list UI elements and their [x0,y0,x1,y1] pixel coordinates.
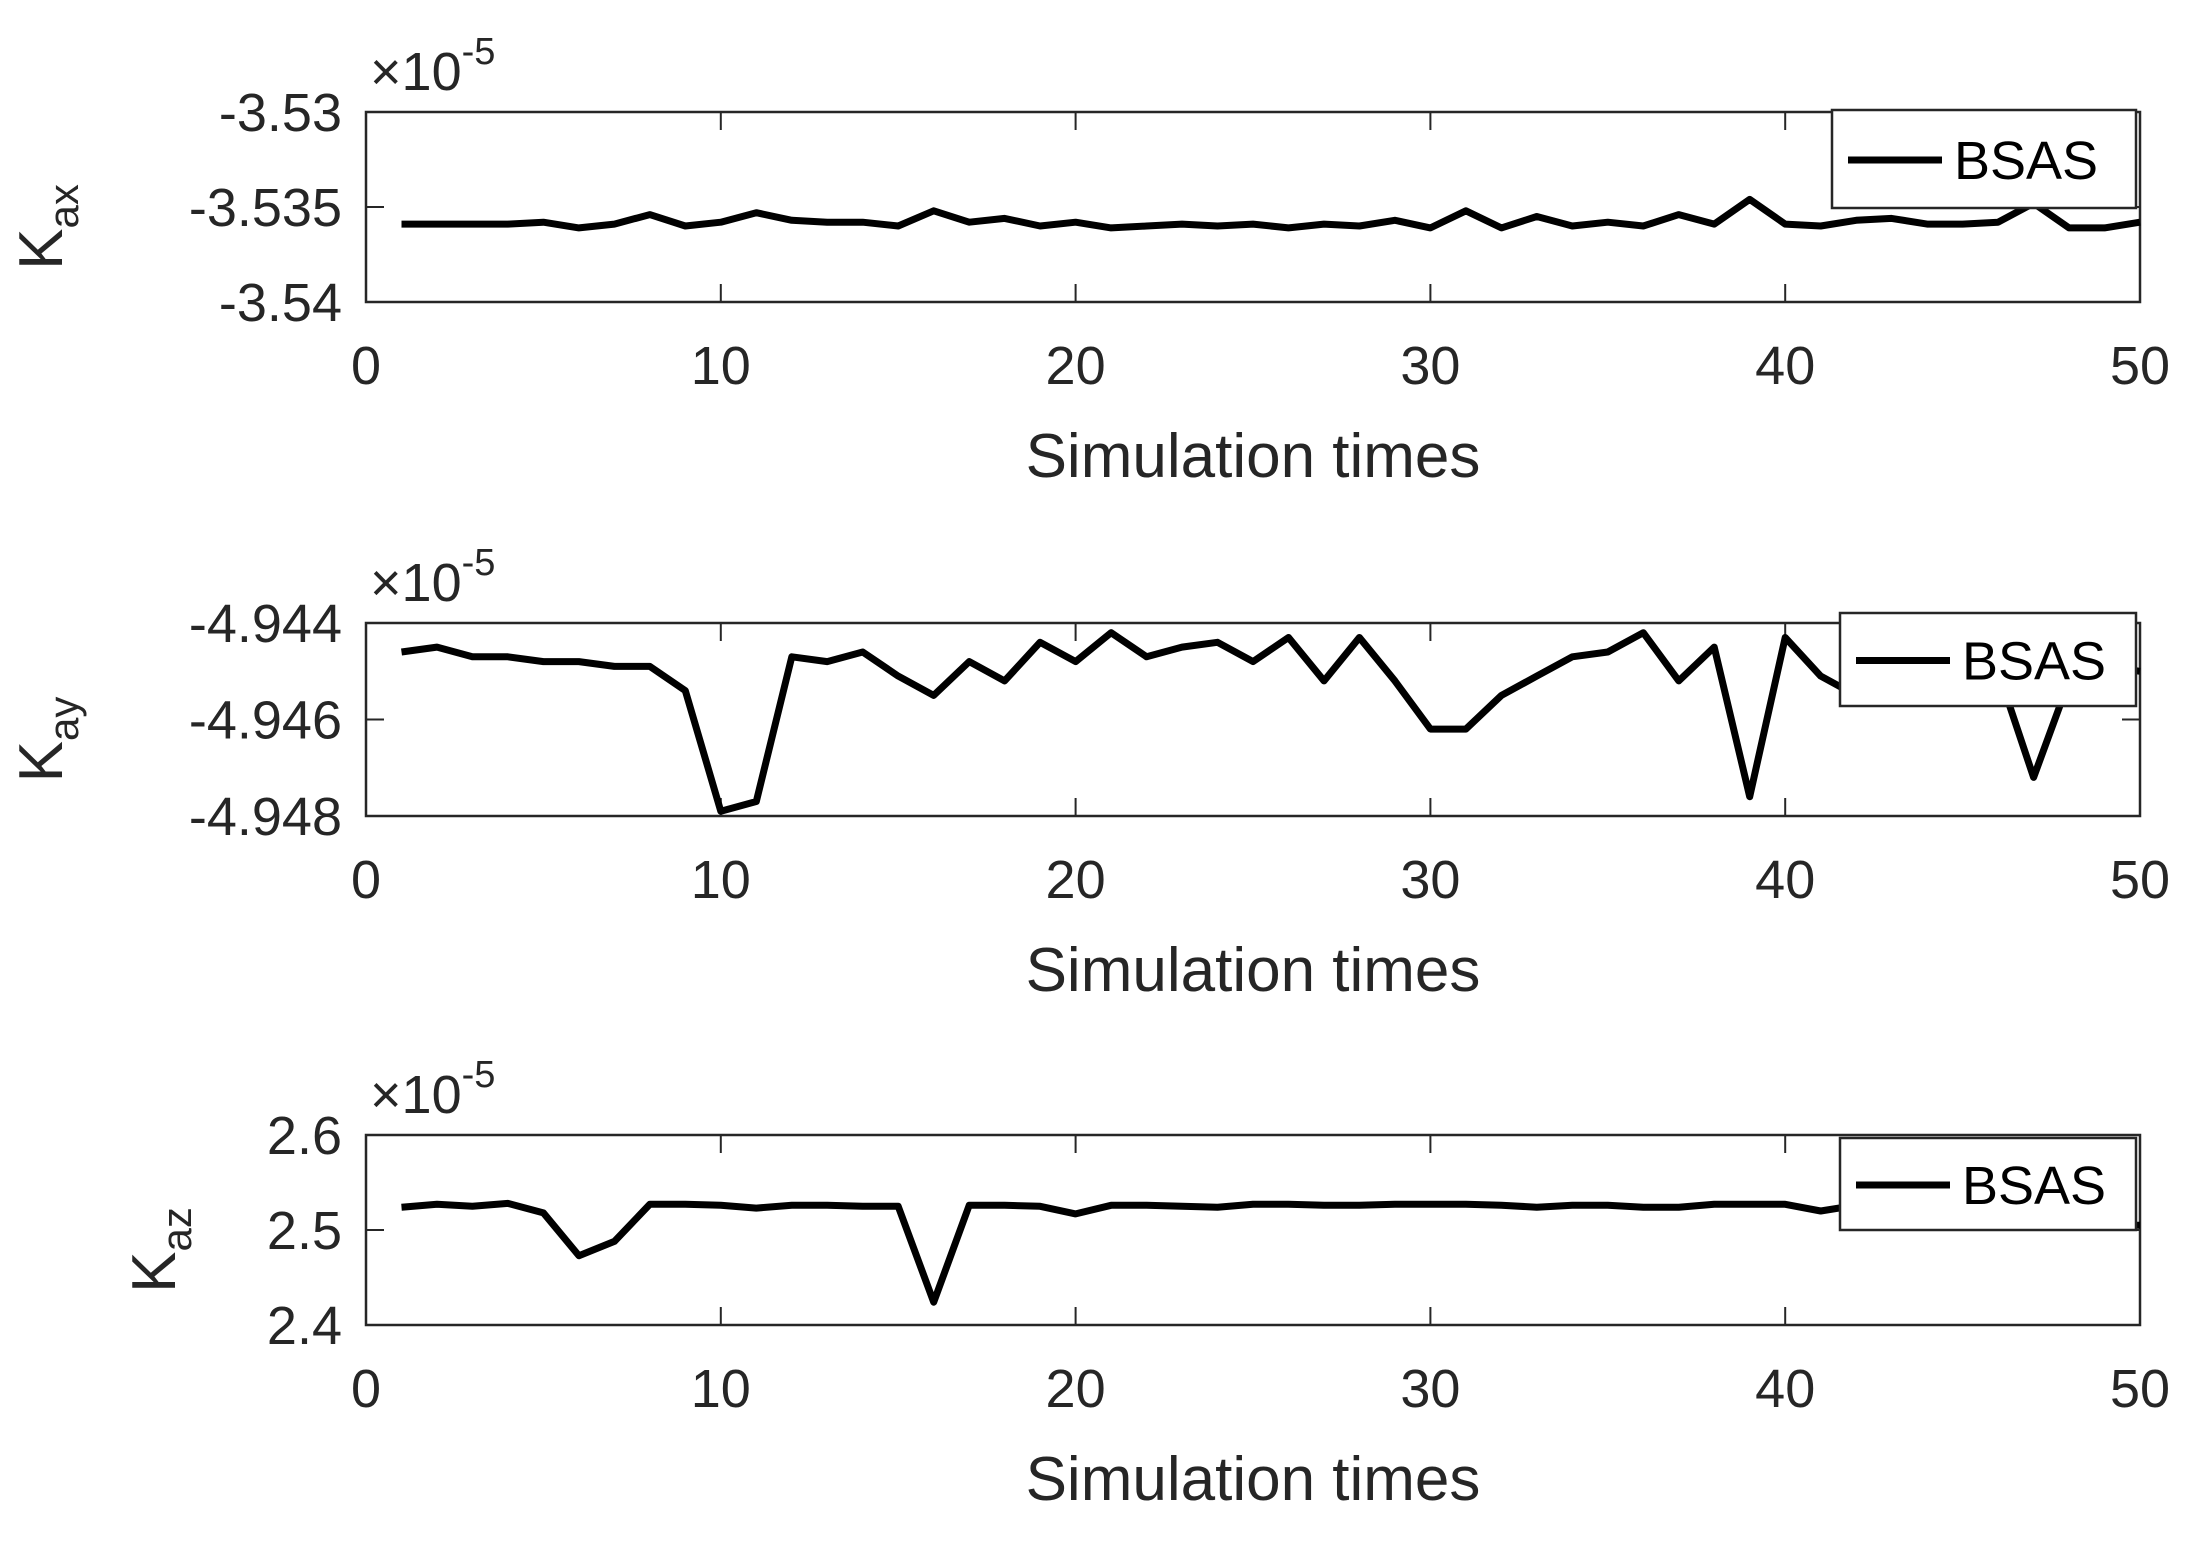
axis-multiplier: ×10-5 [370,542,495,613]
legend-label: BSAS [1962,632,2106,692]
y-tick-label: -4.944 [189,594,342,654]
multiplier-exponent: -5 [462,31,496,73]
x-tick-label: 10 [691,1359,751,1419]
series-line-bsas [401,195,2141,232]
multiplier-exponent: -5 [462,1054,496,1096]
y-axis-label-subscript: ay [40,697,87,741]
legend: BSAS [1838,1136,2138,1232]
x-axis-label: Simulation times [1026,422,1481,491]
y-axis-label: Kax [7,184,87,270]
legend-label: BSAS [1962,1156,2106,1216]
legend: BSAS [1830,108,2138,210]
x-tick-label: 50 [2110,1359,2170,1419]
x-tick-label: 30 [1400,1359,1460,1419]
x-tick-label: 40 [1755,850,1815,910]
x-tick-label: 50 [2110,336,2170,396]
y-tick-label: -4.946 [189,691,342,751]
y-tick-label: 2.6 [267,1106,342,1166]
x-tick-label: 40 [1755,336,1815,396]
x-tick-label: 0 [351,336,381,396]
y-tick-label: -3.53 [219,83,342,143]
chart-panel-2: 0 10 20 30 40 50 -4.948 -4.946 -4.944 Simulation … [7,542,2170,1005]
legend-label: BSAS [1954,131,2098,191]
y-axis-label-main: K [7,741,76,782]
axis-multiplier: ×10-5 [370,1054,495,1125]
x-tick-label: 30 [1400,850,1460,910]
y-axis-label-subscript: az [153,1207,200,1251]
axis-multiplier: ×10-5 [370,31,495,102]
multiplier-base: ×10 [370,1065,462,1125]
y-tick-label: -3.535 [189,178,342,238]
multiplier-exponent: -5 [462,542,496,584]
x-tick-label: 20 [1046,850,1106,910]
y-tick-label: 2.5 [267,1201,342,1261]
chart-panel-1: 0 10 20 30 40 50 -3.54 -3.535 -3.53 Simulation ti… [7,31,2170,491]
x-tick-label: 20 [1046,1359,1106,1419]
x-tick-label: 40 [1755,1359,1815,1419]
y-axis-label: Kay [7,697,87,783]
y-axis-label-main: K [120,1252,189,1293]
y-axis-label-subscript: ax [40,184,87,228]
x-tick-label: 50 [2110,850,2170,910]
chart-panel-3: 0 10 20 30 40 50 2.4 2.5 2.6 Simulation times ×10-… [120,1054,2170,1514]
x-tick-label: 30 [1400,336,1460,396]
y-tick-label: -4.948 [189,787,342,847]
y-axis-label: Kaz [120,1207,200,1293]
x-tick-label: 10 [691,850,751,910]
multiplier-base: ×10 [370,42,462,102]
x-axis-label: Simulation times [1026,936,1481,1005]
y-axis-label-main: K [7,229,76,270]
y-tick-label: 2.4 [267,1296,342,1356]
legend: BSAS [1838,611,2138,708]
x-tick-label: 0 [351,850,381,910]
x-tick-label: 0 [351,1359,381,1419]
x-axis-label: Simulation times [1026,1445,1481,1514]
multiplier-base: ×10 [370,553,462,613]
x-tick-label: 20 [1046,336,1106,396]
x-tick-label: 10 [691,336,751,396]
y-tick-label: -3.54 [219,273,342,333]
